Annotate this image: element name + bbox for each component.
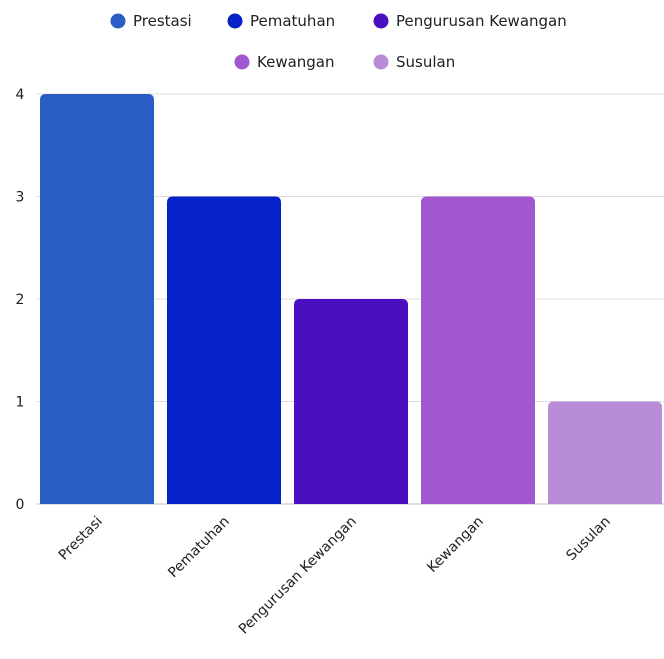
- legend-label: Pengurusan Kewangan: [396, 12, 567, 30]
- legend-swatch: [373, 54, 389, 70]
- bar-pengurusan-kewangan: [294, 299, 408, 504]
- bar-susulan: [548, 401, 662, 504]
- bar-pematuhan: [167, 196, 281, 504]
- y-tick-label: 1: [16, 395, 25, 411]
- legend-swatch: [110, 13, 126, 29]
- legend-label: Prestasi: [133, 12, 192, 30]
- legend-item-susulan[interactable]: Susulan: [373, 53, 456, 71]
- legend-label: Kewangan: [257, 53, 335, 71]
- bar-prestasi: [40, 94, 154, 504]
- legend-item-pengurusan-kewangan[interactable]: Pengurusan Kewangan: [373, 12, 567, 30]
- legend-swatch: [234, 54, 250, 70]
- x-tick-label: Susulan: [563, 514, 613, 564]
- legend-label: Pematuhan: [250, 12, 335, 30]
- bar-kewangan: [421, 196, 535, 504]
- legend-item-kewangan[interactable]: Kewangan: [234, 53, 335, 71]
- legend: Prestasi Pematuhan Pengurusan Kewangan Kewa…: [110, 12, 567, 71]
- x-tick-label: Pengurusan Kewangan: [236, 514, 360, 638]
- bars: [40, 94, 662, 504]
- legend-label: Susulan: [396, 53, 455, 71]
- x-axis-ticks: Prestasi Pematuhan Pengurusan Kewangan Kewa…: [56, 514, 614, 638]
- x-tick-label: Kewangan: [424, 514, 486, 576]
- legend-swatch: [373, 13, 389, 29]
- x-tick-label: Pematuhan: [165, 514, 233, 582]
- y-tick-label: 0: [16, 497, 25, 513]
- x-tick-label: Prestasi: [56, 514, 106, 564]
- legend-item-pematuhan[interactable]: Pematuhan: [227, 12, 336, 30]
- y-tick-label: 3: [16, 190, 25, 206]
- y-axis-ticks: 0 1 2 3 4: [16, 87, 25, 513]
- legend-item-prestasi[interactable]: Prestasi: [110, 12, 192, 30]
- legend-swatch: [227, 13, 243, 29]
- y-tick-label: 4: [16, 87, 25, 103]
- y-tick-label: 2: [16, 292, 25, 308]
